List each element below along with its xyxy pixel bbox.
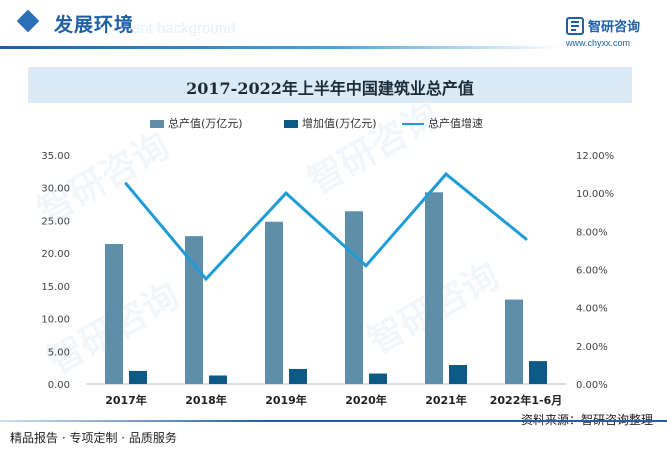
- line-growth-rate: [124, 172, 527, 282]
- bar-total-output: [265, 221, 283, 384]
- x-tick-label: 2022年1-6月: [490, 393, 563, 407]
- legend-line-growth: [402, 123, 424, 125]
- y-right-tick-label: 10.00%: [576, 189, 614, 200]
- legend-label-growth: 总产值增速: [428, 117, 483, 130]
- point-growth-rate: [444, 172, 448, 176]
- legend-swatch-added: [284, 120, 298, 128]
- y-left-tick-label: 20.00: [41, 249, 70, 260]
- point-growth-rate: [524, 237, 528, 241]
- bar-total-output: [185, 236, 203, 384]
- x-tick-label: 2018年: [185, 393, 227, 407]
- logo-url: www.chyxx.com: [566, 38, 631, 48]
- footer-divider: [0, 420, 667, 422]
- y-left-tick-label: 5.00: [48, 347, 70, 358]
- header-divider: [0, 46, 560, 49]
- y-left-tick-label: 30.00: [41, 184, 70, 195]
- y-right-tick-label: 2.00%: [576, 342, 608, 353]
- y-right-tick-label: 6.00%: [576, 266, 608, 277]
- page-footer: 资料来源：智研咨询整理 精品报告 · 专项定制 · 品质服务: [0, 413, 667, 452]
- legend-label-total: 总产值(万亿元): [168, 117, 243, 130]
- logo-name: 智研咨询: [588, 20, 641, 35]
- section-title: 发展环境: [54, 14, 135, 36]
- chart-title: 2017-2022年上半年中国建筑业总产值: [186, 79, 474, 98]
- chart-title-band: 2017-2022年上半年中国建筑业总产值: [28, 67, 632, 103]
- bar-added-value: [529, 361, 547, 384]
- y-left-tick-label: 10.00: [41, 315, 70, 326]
- x-tick-label: 2017年: [105, 393, 147, 407]
- point-growth-rate: [204, 277, 208, 281]
- bar-total-output: [105, 243, 123, 384]
- point-growth-rate: [364, 264, 368, 268]
- bar-added-value: [289, 368, 307, 384]
- bar-added-value: [209, 375, 227, 384]
- page-header: 发展环境 ent background: [0, 0, 667, 52]
- y-left-tick-label: 25.00: [41, 216, 70, 227]
- brand-logo: 智研咨询 www.chyxx.com: [566, 14, 660, 50]
- y-left-tick-label: 15.00: [41, 282, 70, 293]
- bar-total-output: [425, 192, 443, 384]
- logo-icon: [566, 17, 584, 35]
- y-left-tick-label: 0.00: [48, 380, 70, 391]
- y-right-tick-label: 0.00%: [576, 380, 608, 391]
- legend-swatch-total: [150, 120, 164, 128]
- bar-total-output: [505, 299, 523, 384]
- y-right-tick-label: 8.00%: [576, 227, 608, 238]
- y-left-tick-label: 35.00: [41, 151, 70, 162]
- point-growth-rate: [124, 182, 128, 186]
- point-growth-rate: [284, 191, 288, 195]
- x-tick-label: 2020年: [345, 393, 387, 407]
- x-tick-label: 2021年: [425, 393, 467, 407]
- bar-total-output: [345, 211, 363, 384]
- y-right-tick-label: 4.00%: [576, 304, 608, 315]
- bar-added-value: [369, 373, 387, 384]
- y-right-tick-label: 12.00%: [576, 151, 614, 162]
- bar-added-value: [449, 365, 467, 384]
- legend-label-added: 增加值(万亿元): [302, 117, 377, 130]
- footer-tagline: 精品报告 · 专项定制 · 品质服务: [10, 431, 177, 445]
- bar-added-value: [129, 370, 147, 384]
- section-ghost-text: ent background: [132, 20, 236, 37]
- x-tick-label: 2019年: [265, 393, 307, 407]
